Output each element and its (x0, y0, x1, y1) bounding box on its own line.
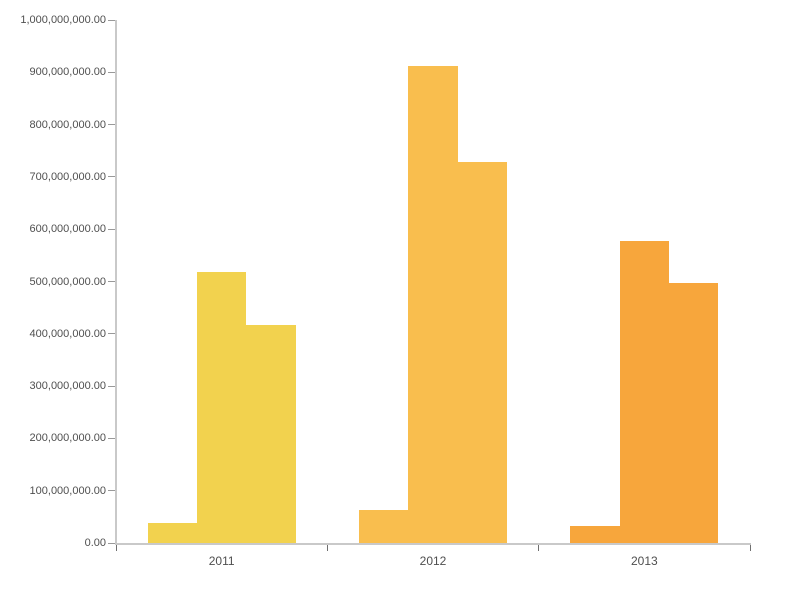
y-axis-label: 800,000,000.00 (29, 118, 106, 131)
y-axis-label: 400,000,000.00 (29, 327, 106, 340)
y-axis-label: 700,000,000.00 (29, 170, 106, 183)
y-axis-label: 1,000,000,000.00 (20, 14, 106, 26)
y-axis-label: 500,000,000.00 (29, 275, 106, 288)
x-axis-label-2013: 2013 (630, 554, 658, 568)
y-axis-tick (108, 124, 115, 126)
bar-2011-series-2[interactable] (197, 272, 247, 543)
y-axis-label: 200,000,000.00 (29, 432, 106, 445)
bar-2013-series-3[interactable] (668, 282, 719, 543)
bar-2012-series-3[interactable] (457, 162, 507, 543)
y-axis-tick (108, 542, 115, 544)
y-axis-tick (108, 385, 115, 387)
x-axis-line (115, 543, 751, 545)
y-axis-label: 900,000,000.00 (29, 66, 106, 79)
bar-2012-series-2[interactable] (408, 65, 458, 543)
x-axis-tick (115, 545, 117, 551)
y-axis-label: 100,000,000.00 (29, 484, 106, 497)
y-axis-tick (108, 228, 115, 230)
y-axis-tick (108, 71, 115, 73)
x-axis-tick (749, 545, 751, 551)
y-axis-tick (108, 19, 115, 21)
bar-2013-series-1[interactable] (570, 525, 620, 543)
y-axis-tick (108, 437, 115, 439)
x-axis-label-2011: 2011 (208, 554, 235, 568)
bar-2013-series-2[interactable] (619, 240, 669, 543)
y-axis-tick (108, 490, 115, 492)
bar-2011-series-3[interactable] (246, 324, 296, 543)
x-axis-tick (538, 545, 540, 551)
y-axis-tick (108, 333, 115, 335)
y-axis-label: 600,000,000.00 (29, 223, 106, 236)
y-axis-label: 300,000,000.00 (29, 380, 106, 393)
y-axis-label: 0.00 (84, 537, 106, 549)
x-axis-label-2012: 2012 (419, 554, 447, 568)
bar-2011-series-1[interactable] (147, 523, 197, 543)
bar-2012-series-1[interactable] (359, 510, 409, 543)
y-axis-line (115, 20, 117, 545)
x-axis-tick (326, 545, 328, 551)
y-axis-tick (108, 176, 115, 178)
y-axis-tick (108, 281, 115, 282)
